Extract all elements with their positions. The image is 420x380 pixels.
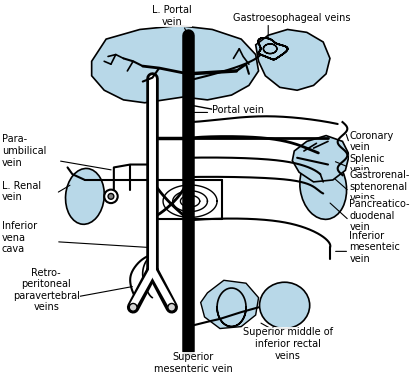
Text: Superior
mesenteric vein: Superior mesenteric vein	[154, 353, 232, 374]
Text: Gastroesophageal veins: Gastroesophageal veins	[234, 13, 351, 23]
Text: Portal vein: Portal vein	[212, 105, 264, 114]
Polygon shape	[201, 280, 259, 329]
Text: Para-
umbilical
vein: Para- umbilical vein	[2, 135, 46, 168]
Polygon shape	[256, 30, 330, 90]
Text: Pancreatico-
duodenal
vein: Pancreatico- duodenal vein	[349, 199, 410, 232]
Text: Coronary
vein: Coronary vein	[349, 131, 394, 152]
Ellipse shape	[66, 168, 104, 224]
Text: Inferior
vena
cava: Inferior vena cava	[2, 221, 37, 255]
Polygon shape	[292, 136, 349, 182]
Text: Inferior
mesenteic
vein: Inferior mesenteic vein	[349, 231, 400, 264]
Text: Splenic
vein: Splenic vein	[349, 154, 385, 175]
Ellipse shape	[300, 154, 346, 219]
Text: L. Portal
vein: L. Portal vein	[152, 5, 192, 27]
Text: L. Renal
vein: L. Renal vein	[2, 181, 41, 202]
Circle shape	[104, 190, 118, 203]
Text: Superior middle of
inferior rectal
veins: Superior middle of inferior rectal veins	[242, 328, 333, 361]
Circle shape	[129, 304, 137, 311]
Text: Gastrorenal-
sptenorenal
veins: Gastrorenal- sptenorenal veins	[349, 170, 410, 203]
Circle shape	[168, 304, 176, 311]
Polygon shape	[92, 25, 259, 103]
Circle shape	[108, 193, 114, 199]
Ellipse shape	[260, 282, 310, 329]
Text: Retro-
peritoneal
paravertebral
veins: Retro- peritoneal paravertebral veins	[13, 268, 80, 312]
